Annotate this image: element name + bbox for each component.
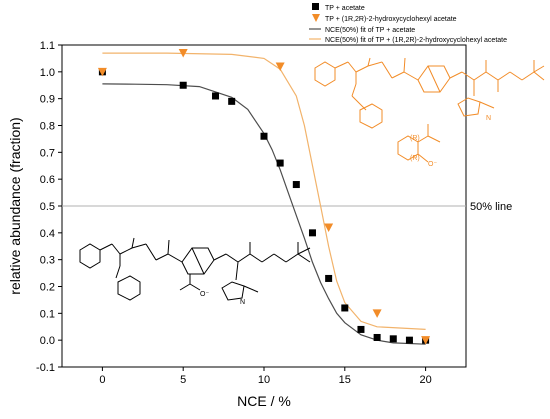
marker-tp-acetate (260, 132, 268, 140)
legend-label-fit-acetate: NCE(50%) fit of TP + acetate (325, 27, 415, 34)
y-tick-label: 0.4 (40, 228, 55, 240)
y-tick-label: 0.6 (40, 174, 55, 186)
y-tick-label: 0.8 (40, 121, 55, 133)
marker-tp-hydroxycyclohexyl (324, 223, 334, 232)
y-tick-label: 0.5 (40, 201, 55, 213)
fit-line-tp-acetate (102, 83, 426, 345)
structure-black (79, 237, 311, 301)
x-tick-label: 10 (258, 374, 270, 386)
y-tick-label: 0.0 (40, 335, 55, 347)
x-tick-label: 20 (419, 374, 431, 386)
orange-charge-label: O⁻ (428, 161, 437, 168)
marker-tp-acetate (292, 181, 300, 189)
x-tick-label: 15 (339, 374, 351, 386)
marker-tp-hydroxycyclohexyl (97, 67, 107, 77)
y-tick-label: 0.9 (40, 94, 55, 106)
legend-label-tp-acetate: TP + acetate (325, 5, 365, 12)
marker-tp-acetate (212, 92, 220, 100)
marker-tp-hydroxycyclohexyl (178, 49, 188, 58)
fit-line-tp-hydroxycyclohexyl (102, 52, 426, 330)
orange-stereo-1: (R) (410, 135, 420, 142)
y-tick-label: 0.3 (40, 255, 55, 267)
y-tick-label: 1.0 (40, 67, 55, 79)
y-tick-label: 1.1 (40, 40, 55, 52)
marker-tp-acetate (373, 333, 381, 341)
y-tick-label: -0.1 (36, 362, 55, 374)
legend-marker-tp-acetate (312, 3, 319, 10)
black-imidazole-n: N (240, 299, 245, 306)
legend-marker-tp-hydroxycyclohexyl (312, 14, 320, 22)
marker-tp-hydroxycyclohexyl (372, 309, 382, 318)
marker-tp-acetate (405, 336, 413, 344)
black-charge-label: O⁻ (200, 291, 209, 298)
marker-tp-hydroxycyclohexyl (275, 62, 285, 71)
y-axis-title: relative abundance (fraction) (7, 117, 23, 294)
x-axis-ticks: 0 5 10 15 20 (99, 367, 432, 386)
y-tick-label: 0.7 (40, 147, 55, 159)
x-tick-label: 5 (180, 374, 186, 386)
x-axis-title: NCE / % (237, 393, 291, 409)
marker-tp-hydroxycyclohexyl (421, 336, 431, 345)
x-tick-label: 0 (99, 374, 105, 386)
legend-label-fit-hydroxycyclohexyl: NCE(50%) fit of TP + (1R,2R)-2-hydroxycy… (325, 37, 507, 44)
y-tick-label: 0.2 (40, 282, 55, 294)
legend: TP + acetate TP + (1R,2R)-2-hydroxycyclo… (309, 3, 507, 44)
marker-tp-acetate (341, 304, 349, 312)
marker-tp-acetate (228, 97, 236, 105)
structure-orange (314, 57, 545, 163)
reference-line-label: 50% line (470, 201, 512, 213)
orange-imidazole-n: N (486, 115, 491, 122)
marker-tp-acetate (308, 229, 316, 237)
y-axis-ticks: -0.1 0.0 0.1 0.2 0.3 0.4 0.5 0.6 0.7 0.8 0.9 1.0 1.1 (36, 40, 62, 374)
legend-label-tp-hydroxycyclohexyl: TP + (1R,2R)-2-hydroxycyclohexyl acetate (325, 16, 457, 23)
marker-tp-acetate (179, 81, 187, 89)
data-markers (97, 49, 431, 345)
marker-tp-acetate (276, 159, 284, 167)
marker-tp-acetate (325, 274, 333, 282)
orange-stereo-2: (R) (410, 155, 420, 162)
marker-tp-acetate (389, 335, 397, 343)
marker-tp-acetate (357, 325, 365, 333)
y-tick-label: 0.1 (40, 308, 55, 320)
